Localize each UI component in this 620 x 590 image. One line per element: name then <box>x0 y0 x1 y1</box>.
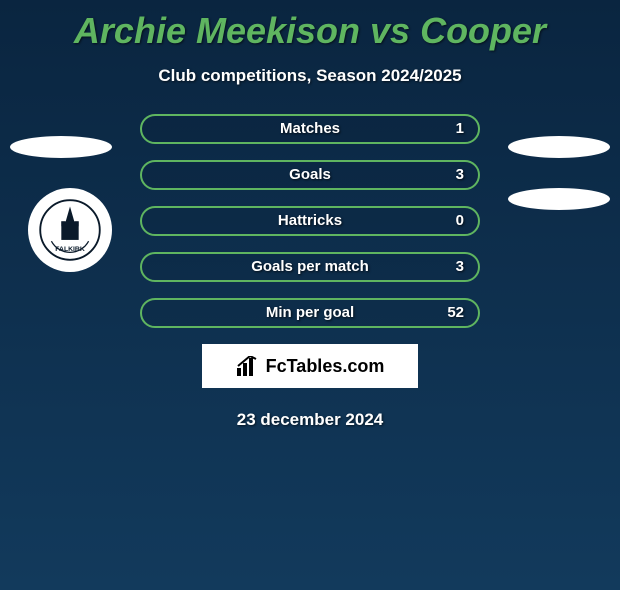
stat-label: Hattricks <box>142 208 478 234</box>
stat-label: Min per goal <box>142 300 478 326</box>
stat-label: Goals <box>142 162 478 188</box>
stat-value: 3 <box>456 162 464 188</box>
stat-label: Matches <box>142 116 478 142</box>
stat-value: 0 <box>456 208 464 234</box>
brand-text: FcTables.com <box>266 356 385 377</box>
stat-row: Goals 3 <box>140 160 480 190</box>
player-right-placeholder <box>508 136 610 158</box>
stat-row: Hattricks 0 <box>140 206 480 236</box>
date-label: 23 december 2024 <box>0 410 620 430</box>
stat-row: Matches 1 <box>140 114 480 144</box>
stats-container: Matches 1 Goals 3 Hattricks 0 Goals per … <box>140 114 480 328</box>
page-title: Archie Meekison vs Cooper <box>0 10 620 52</box>
brand-badge[interactable]: FcTables.com <box>202 344 418 388</box>
bars-icon <box>236 356 260 376</box>
stat-value: 1 <box>456 116 464 142</box>
svg-text:FALKIRK: FALKIRK <box>55 246 85 253</box>
stat-value: 52 <box>447 300 464 326</box>
stat-label: Goals per match <box>142 254 478 280</box>
subtitle: Club competitions, Season 2024/2025 <box>0 66 620 86</box>
stat-row: Min per goal 52 <box>140 298 480 328</box>
stat-row: Goals per match 3 <box>140 252 480 282</box>
player-left-placeholder <box>10 136 112 158</box>
club-badge-left: FALKIRK <box>28 188 112 272</box>
club-right-placeholder <box>508 188 610 210</box>
falkirk-badge-icon: FALKIRK <box>39 199 101 261</box>
stat-value: 3 <box>456 254 464 280</box>
